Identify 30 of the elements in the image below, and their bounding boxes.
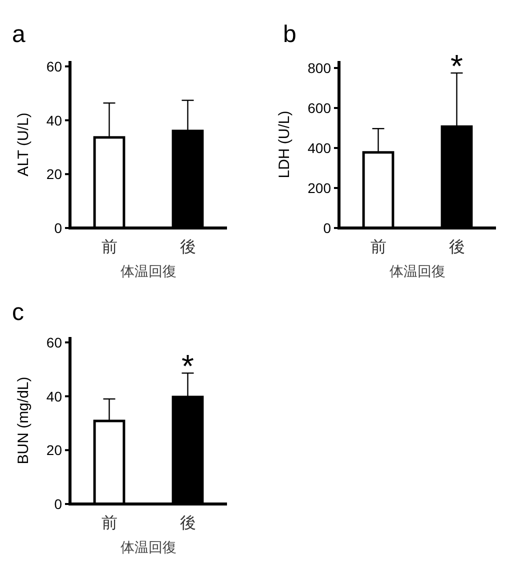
- y-axis-title: LDH (U/L): [276, 110, 293, 178]
- x-axis-title: 体温回復: [390, 263, 446, 279]
- y-tick-label: 200: [308, 180, 332, 196]
- y-tick-label: 40: [46, 112, 62, 128]
- x-tick-label: 後: [180, 238, 196, 256]
- x-axis-title: 体温回復: [120, 539, 176, 555]
- annotation: *: [450, 48, 463, 84]
- x-tick-label: 後: [180, 514, 196, 532]
- y-tick-label: 800: [308, 60, 332, 76]
- y-tick-label: 60: [46, 58, 62, 74]
- x-tick-label: 前: [101, 514, 118, 532]
- chart-title: a: [12, 21, 26, 48]
- y-axis-title: ALT (U/L): [15, 112, 32, 176]
- y-tick-label: 600: [308, 100, 332, 116]
- x-tick-label: 後: [448, 238, 465, 256]
- chart-title: b: [283, 21, 296, 48]
- annotation: *: [182, 348, 194, 384]
- y-tick-label: 400: [308, 140, 332, 156]
- x-tick-label: 前: [370, 238, 386, 256]
- chart-title: c: [12, 299, 24, 326]
- y-tick-label: 0: [54, 220, 62, 236]
- y-tick-label: 20: [46, 442, 62, 458]
- y-axis-title: BUN (mg/dL): [15, 376, 32, 464]
- y-tick-label: 40: [46, 388, 62, 404]
- y-tick-label: 20: [46, 166, 62, 182]
- x-axis-title: 体温回復: [120, 263, 176, 279]
- y-tick-label: 60: [46, 334, 62, 350]
- y-tick-label: 0: [323, 220, 332, 236]
- y-tick-label: 0: [54, 496, 62, 512]
- x-tick-label: 前: [101, 238, 118, 256]
